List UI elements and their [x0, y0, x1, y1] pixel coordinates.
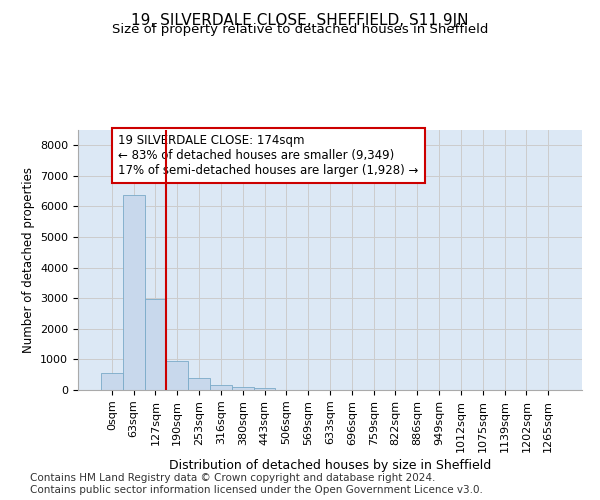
Bar: [210, 385, 232, 390]
Bar: [188, 378, 210, 390]
Bar: [254, 388, 275, 390]
Bar: [101, 373, 123, 390]
Bar: [166, 361, 188, 390]
Text: 19, SILVERDALE CLOSE, SHEFFIELD, S11 9JN: 19, SILVERDALE CLOSE, SHEFFIELD, S11 9JN: [131, 12, 469, 28]
Bar: [145, 300, 166, 390]
Bar: [123, 195, 145, 390]
Y-axis label: Number of detached properties: Number of detached properties: [22, 167, 35, 353]
Bar: [232, 387, 254, 390]
Text: 19 SILVERDALE CLOSE: 174sqm
← 83% of detached houses are smaller (9,349)
17% of : 19 SILVERDALE CLOSE: 174sqm ← 83% of det…: [118, 134, 419, 177]
Text: Contains HM Land Registry data © Crown copyright and database right 2024.
Contai: Contains HM Land Registry data © Crown c…: [30, 474, 483, 495]
X-axis label: Distribution of detached houses by size in Sheffield: Distribution of detached houses by size …: [169, 458, 491, 471]
Text: Size of property relative to detached houses in Sheffield: Size of property relative to detached ho…: [112, 22, 488, 36]
